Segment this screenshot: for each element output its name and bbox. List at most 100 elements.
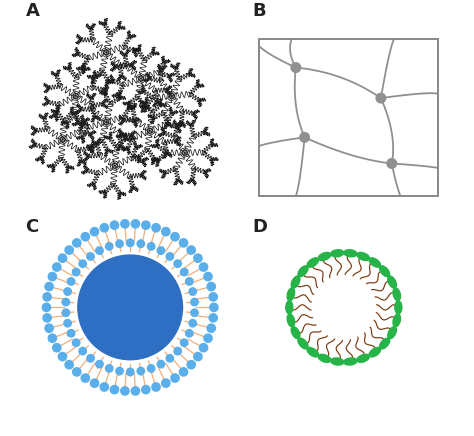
Circle shape xyxy=(67,278,75,285)
Circle shape xyxy=(62,298,70,306)
Ellipse shape xyxy=(388,276,396,288)
Circle shape xyxy=(291,63,301,72)
Circle shape xyxy=(79,347,86,355)
Circle shape xyxy=(142,385,150,394)
Ellipse shape xyxy=(393,288,401,301)
Ellipse shape xyxy=(344,250,357,257)
Circle shape xyxy=(209,293,218,301)
Circle shape xyxy=(207,324,215,332)
Circle shape xyxy=(100,383,109,391)
Circle shape xyxy=(142,221,150,229)
Circle shape xyxy=(91,228,99,236)
Circle shape xyxy=(42,303,51,311)
Circle shape xyxy=(191,309,198,317)
Ellipse shape xyxy=(307,347,319,357)
Ellipse shape xyxy=(369,258,381,267)
Circle shape xyxy=(210,303,218,311)
Circle shape xyxy=(73,368,81,376)
Circle shape xyxy=(166,253,173,260)
Circle shape xyxy=(127,368,134,376)
Circle shape xyxy=(187,361,195,369)
Circle shape xyxy=(157,361,164,368)
Circle shape xyxy=(62,309,70,317)
Circle shape xyxy=(43,314,51,322)
Circle shape xyxy=(200,263,208,271)
Ellipse shape xyxy=(395,301,402,314)
Circle shape xyxy=(81,232,90,241)
Ellipse shape xyxy=(287,288,295,301)
Circle shape xyxy=(87,354,94,362)
Ellipse shape xyxy=(291,276,300,288)
Circle shape xyxy=(91,379,99,387)
Circle shape xyxy=(181,269,188,276)
Circle shape xyxy=(376,93,386,103)
Circle shape xyxy=(171,374,179,382)
Text: A: A xyxy=(26,2,39,20)
Circle shape xyxy=(187,246,195,254)
Ellipse shape xyxy=(298,338,308,349)
Circle shape xyxy=(58,352,67,361)
Circle shape xyxy=(204,272,212,281)
Circle shape xyxy=(53,344,61,352)
Circle shape xyxy=(147,243,155,250)
Circle shape xyxy=(100,224,109,232)
Bar xyxy=(259,39,438,196)
Circle shape xyxy=(87,253,94,260)
Ellipse shape xyxy=(388,327,396,339)
Circle shape xyxy=(58,254,67,262)
Ellipse shape xyxy=(298,266,308,277)
Ellipse shape xyxy=(318,354,331,362)
Circle shape xyxy=(121,220,129,228)
Circle shape xyxy=(300,133,310,142)
Circle shape xyxy=(189,288,196,295)
Circle shape xyxy=(78,255,182,360)
Ellipse shape xyxy=(380,266,390,277)
Ellipse shape xyxy=(380,338,390,349)
Circle shape xyxy=(45,324,53,332)
Circle shape xyxy=(147,364,155,372)
Circle shape xyxy=(106,364,113,372)
Circle shape xyxy=(116,240,123,248)
Ellipse shape xyxy=(331,358,344,365)
Circle shape xyxy=(53,263,61,271)
Circle shape xyxy=(106,243,113,250)
Circle shape xyxy=(81,374,90,382)
Ellipse shape xyxy=(393,314,401,327)
Circle shape xyxy=(73,239,81,247)
Circle shape xyxy=(200,344,208,352)
Circle shape xyxy=(152,224,160,232)
Circle shape xyxy=(73,339,80,346)
Ellipse shape xyxy=(357,252,369,260)
Circle shape xyxy=(194,254,202,262)
Circle shape xyxy=(157,247,164,254)
Circle shape xyxy=(48,272,56,281)
Ellipse shape xyxy=(369,347,381,357)
Circle shape xyxy=(96,247,103,254)
Ellipse shape xyxy=(291,327,300,339)
Text: C: C xyxy=(26,218,39,236)
Circle shape xyxy=(110,221,118,229)
Circle shape xyxy=(64,320,71,327)
Circle shape xyxy=(121,387,129,395)
Circle shape xyxy=(43,293,51,301)
Circle shape xyxy=(189,320,196,327)
Circle shape xyxy=(65,361,73,369)
Circle shape xyxy=(171,232,179,241)
Circle shape xyxy=(179,368,188,376)
Circle shape xyxy=(179,239,188,247)
Circle shape xyxy=(137,240,145,248)
Circle shape xyxy=(45,283,53,291)
Circle shape xyxy=(191,298,198,306)
Circle shape xyxy=(131,220,139,228)
Circle shape xyxy=(209,314,218,322)
Circle shape xyxy=(64,288,71,295)
Ellipse shape xyxy=(344,358,357,365)
Text: B: B xyxy=(252,2,266,20)
Circle shape xyxy=(194,352,202,361)
Circle shape xyxy=(65,246,73,254)
Circle shape xyxy=(79,260,86,267)
Circle shape xyxy=(166,354,173,362)
Ellipse shape xyxy=(307,258,319,267)
Text: D: D xyxy=(252,218,267,236)
Circle shape xyxy=(110,385,118,394)
